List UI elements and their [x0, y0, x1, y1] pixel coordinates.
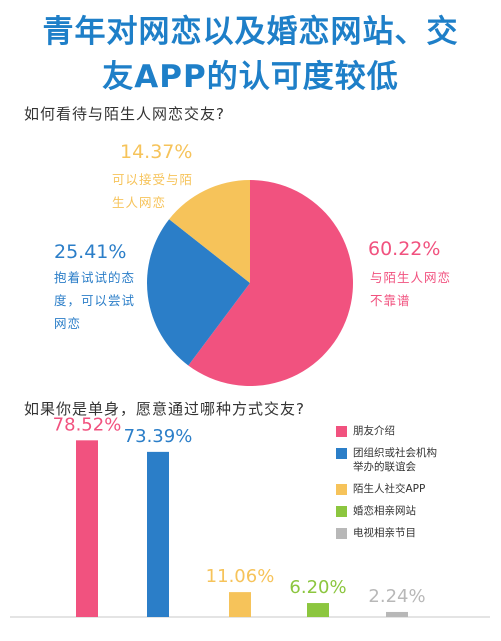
pie-slice-3	[169, 180, 250, 283]
legend-label-line: 举办的联谊会	[353, 461, 416, 473]
bar-5	[386, 611, 408, 617]
pie-text-label-1: 不靠谱	[370, 293, 411, 308]
legend-item: 陌生人社交APP	[336, 482, 496, 496]
bar-1	[76, 440, 98, 617]
pie-text-label-3: 生人网恋	[112, 195, 166, 210]
title-line-1: 青年对网恋以及婚恋网站、交	[42, 14, 459, 50]
bar-value-label-1: 78.52%	[53, 414, 122, 435]
pie-slice-2	[147, 219, 250, 366]
legend-label: 团组织或社会机构 举办的联谊会	[353, 446, 437, 474]
pie-text-label-2: 度，可以尝试	[54, 293, 135, 308]
legend-item: 朋友介绍	[336, 424, 496, 438]
legend-item: 团组织或社会机构 举办的联谊会	[336, 446, 496, 474]
legend-item: 电视相亲节目	[336, 526, 496, 540]
legend-label: 朋友介绍	[353, 424, 395, 438]
bar-value-label-5: 2.24%	[368, 586, 425, 607]
legend-swatch	[336, 528, 347, 539]
bar-2	[147, 451, 169, 617]
legend-label: 婚恋相亲网站	[353, 504, 416, 518]
bar-value-label-3: 11.06%	[206, 566, 275, 587]
pie-text-label-3: 可以接受与陌	[112, 172, 193, 187]
legend-label-line: 电视相亲节目	[353, 527, 416, 539]
pie-value-label-2: 25.41%	[54, 241, 126, 263]
pie-text-label-2: 抱着试试的态	[54, 270, 135, 285]
bar-legend: 朋友介绍 团组织或社会机构 举办的联谊会 陌生人社交APP 婚恋相亲网站 电视相亲节目	[336, 424, 496, 548]
legend-label-line: 陌生人社交APP	[353, 483, 426, 495]
pie-slice-1	[188, 180, 354, 386]
legend-label-line: 团组织或社会机构	[353, 447, 437, 459]
pie-question: 如何看待与陌生人网恋交友?	[24, 105, 225, 123]
legend-label-line: 朋友介绍	[353, 425, 395, 437]
bar-value-label-4: 6.20%	[289, 577, 346, 598]
title-line-2: 友APP的认可度较低	[102, 59, 399, 95]
pie-value-label-3: 14.37%	[120, 141, 192, 163]
pie-text-label-2: 网恋	[54, 316, 81, 331]
legend-item: 婚恋相亲网站	[336, 504, 496, 518]
legend-label: 陌生人社交APP	[353, 482, 425, 496]
bar-4	[307, 603, 329, 617]
legend-swatch	[336, 426, 347, 437]
bar-value-label-2: 73.39%	[124, 426, 193, 447]
pie-value-label-1: 60.22%	[368, 238, 440, 260]
legend-label: 电视相亲节目	[353, 526, 416, 540]
legend-label-line: 婚恋相亲网站	[353, 505, 416, 517]
legend-swatch	[336, 506, 347, 517]
pie-text-label-1: 与陌生人网恋	[370, 270, 451, 285]
bar-question: 如果你是单身，愿意通过哪种方式交友?	[24, 400, 305, 418]
bar-3	[229, 592, 251, 618]
legend-swatch	[336, 448, 347, 459]
legend-swatch	[336, 484, 347, 495]
